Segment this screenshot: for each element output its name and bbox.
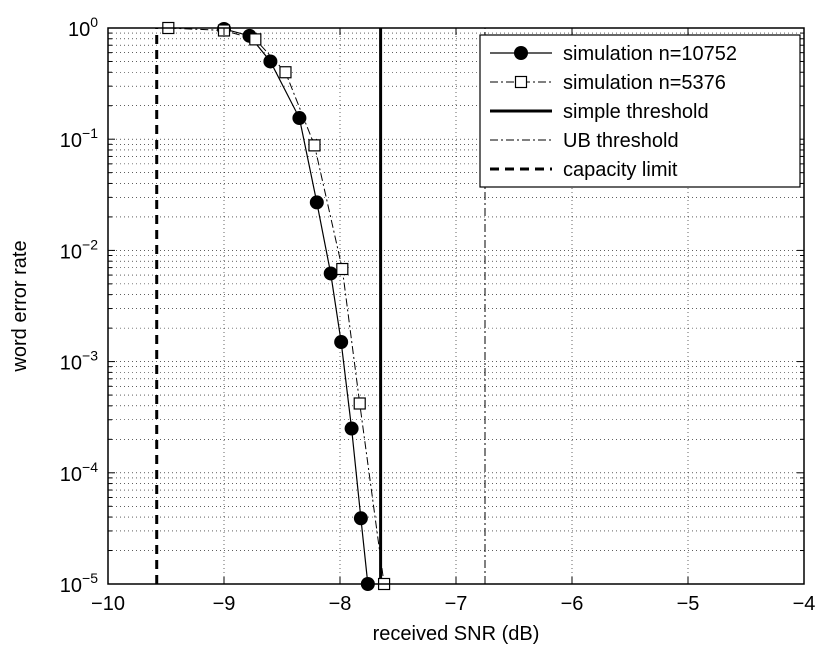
y-tick-label: 10−3 bbox=[60, 348, 98, 375]
series-line-1 bbox=[223, 28, 369, 585]
legend-marker-circle bbox=[514, 46, 528, 60]
legend-label-2: simulation n=5376 bbox=[563, 72, 726, 94]
data-point-circle bbox=[334, 335, 349, 350]
x-tick-label: −9 bbox=[213, 593, 236, 615]
legend-label-1: simulation n=10752 bbox=[563, 43, 737, 65]
legend-label-5: capacity limit bbox=[563, 159, 678, 181]
data-point-square bbox=[279, 66, 292, 79]
x-tick-label: −7 bbox=[445, 593, 468, 615]
legend: simulation n=10752 simulation n=5376 simpl… bbox=[479, 34, 801, 188]
y-tick-label: 10−1 bbox=[60, 125, 98, 152]
y-tick-label: 10−2 bbox=[60, 236, 98, 263]
data-point-circle bbox=[309, 195, 324, 210]
data-point-square bbox=[308, 139, 321, 152]
data-point-circle bbox=[323, 266, 338, 281]
data-point-square bbox=[336, 262, 349, 276]
series-line-2 bbox=[168, 27, 385, 585]
x-tick-label: −8 bbox=[329, 593, 352, 615]
y-tick-label: 10−4 bbox=[60, 459, 98, 486]
data-point-circle bbox=[344, 421, 359, 436]
x-tick-label: −6 bbox=[561, 593, 584, 615]
y-tick-label: 100 bbox=[68, 14, 98, 41]
threshold-lines bbox=[155, 28, 486, 584]
x-tick-label: −5 bbox=[677, 593, 700, 615]
x-tick-label: −10 bbox=[91, 593, 125, 615]
x-axis-label: received SNR (dB) bbox=[373, 623, 540, 645]
data-series bbox=[162, 21, 391, 591]
legend-marker-square bbox=[514, 75, 528, 89]
data-point-square bbox=[353, 397, 366, 410]
y-tick-label: 10−5 bbox=[60, 570, 98, 597]
legend-label-4: UB threshold bbox=[563, 130, 679, 152]
data-point-square bbox=[249, 33, 262, 46]
data-point-circle bbox=[263, 54, 278, 69]
data-point-circle bbox=[292, 111, 307, 126]
axis-ticks: −10 −9 −8 −7 −6 −5 −4 100 10−1 10−2 10−3 10−4 10−5 bbox=[60, 14, 816, 615]
y-axis-label: word error rate bbox=[9, 240, 31, 372]
x-tick-label: −4 bbox=[793, 593, 816, 615]
grid-lines bbox=[108, 28, 804, 584]
data-point-circle bbox=[353, 511, 368, 526]
legend-label-3: simple threshold bbox=[563, 101, 709, 123]
